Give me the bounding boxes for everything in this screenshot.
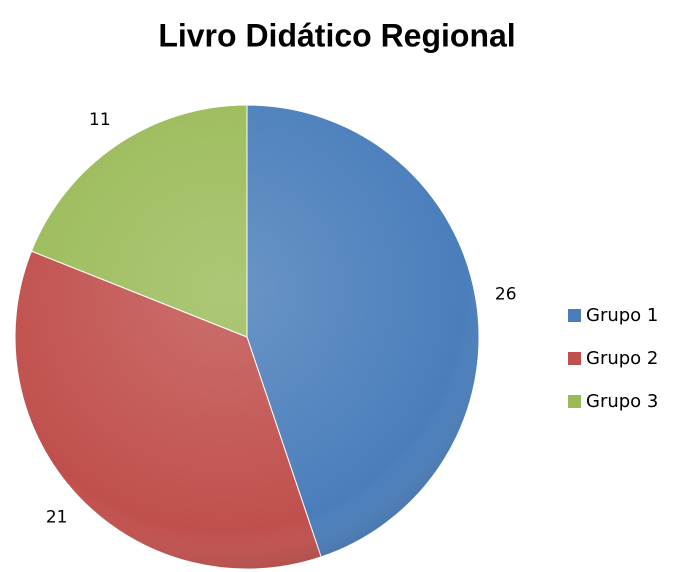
legend-swatch (568, 309, 581, 322)
legend-label: Grupo 3 (586, 391, 658, 412)
pie (14, 104, 480, 570)
legend-swatch (568, 352, 581, 365)
legend-label: Grupo 2 (586, 348, 658, 369)
legend-swatch (568, 395, 581, 408)
labels: 26 21 11 (46, 110, 517, 527)
data-label: 21 (46, 507, 68, 527)
data-label: 11 (89, 110, 111, 130)
chart-title: Livro Didático Regional (158, 17, 515, 53)
data-label: 26 (495, 285, 517, 305)
legend-label: Grupo 1 (586, 305, 658, 326)
legend: Grupo 1 Grupo 2 Grupo 3 (568, 305, 658, 412)
